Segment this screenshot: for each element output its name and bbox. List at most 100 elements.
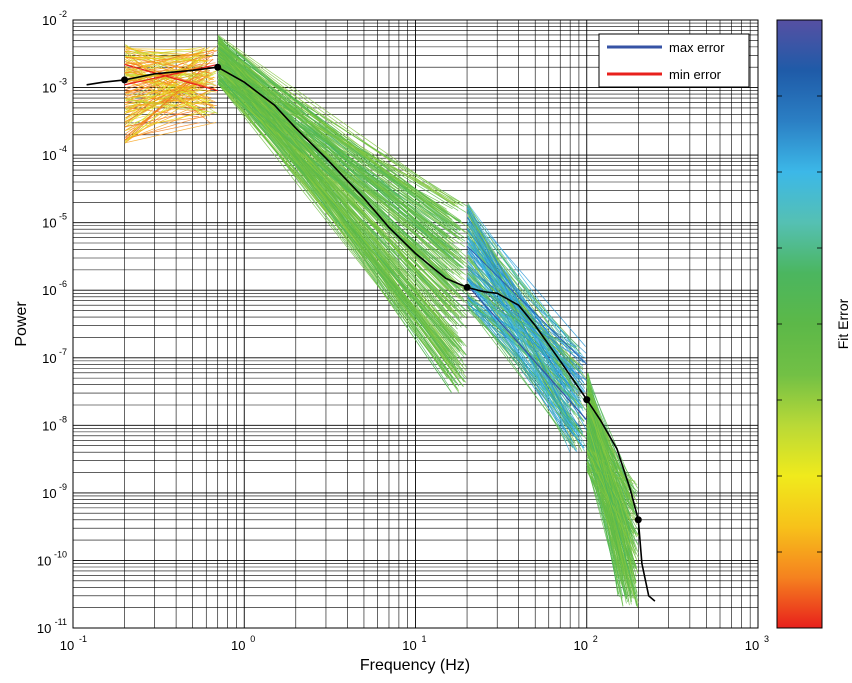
fit-line	[586, 444, 622, 578]
fit-line	[218, 64, 464, 319]
fit-line	[587, 413, 633, 533]
fit-line	[468, 204, 578, 354]
x-tick-label: 10	[574, 638, 588, 653]
fit-line	[125, 122, 217, 144]
y-tick-label: 10	[42, 283, 56, 298]
fit-line	[467, 215, 577, 370]
fit-line	[125, 86, 218, 131]
fit-line	[125, 109, 203, 141]
fit-line	[466, 224, 580, 349]
y-tick-label: 10	[42, 216, 56, 231]
y-tick-labels: -1110-1010-910-810-710-610-510-410-310-2…	[37, 9, 67, 636]
x-tick-label: 10	[402, 638, 416, 653]
fit-line	[124, 48, 217, 51]
legend-box	[598, 33, 750, 88]
min-error-fit-line	[124, 63, 218, 86]
fit-line	[587, 400, 635, 509]
fit-line	[587, 431, 627, 597]
fit-line	[125, 93, 202, 105]
y-tick-exponent: -11	[55, 617, 67, 627]
fit-line	[467, 280, 584, 363]
fit-line	[467, 213, 584, 364]
fit-line	[586, 424, 628, 539]
fit-line	[217, 36, 455, 207]
breakpoint-marker	[583, 396, 591, 404]
fit-line	[124, 50, 215, 67]
fit-line	[466, 296, 587, 381]
fit-line	[587, 420, 638, 600]
legend: max error min error	[598, 33, 750, 88]
fit-line	[218, 46, 459, 292]
fit-line	[124, 62, 216, 73]
fit-line	[586, 464, 622, 546]
fit-line	[125, 54, 207, 59]
breakpoint-marker	[634, 516, 642, 524]
fit-line	[125, 46, 202, 70]
fit-line	[586, 381, 637, 511]
fit-line	[217, 79, 449, 224]
y-tick-label: 10	[42, 418, 56, 433]
fit-line	[217, 61, 451, 293]
fit-line	[467, 296, 575, 444]
y-tick-label: 10	[42, 486, 56, 501]
y-tick-exponent: -8	[59, 414, 67, 424]
fit-line	[467, 279, 569, 404]
fit-line	[124, 101, 203, 122]
fit-line	[218, 57, 459, 208]
fit-line	[466, 207, 571, 424]
colorbar-ticks	[777, 95, 822, 553]
fit-line	[217, 47, 461, 384]
breakpoints	[121, 63, 642, 524]
x-tick-label: 10	[745, 638, 759, 653]
fit-line	[125, 51, 216, 109]
fit-line	[125, 99, 218, 114]
y-axis-label: Power	[13, 301, 30, 347]
fit-line	[218, 51, 451, 363]
fit-line	[218, 73, 466, 380]
plot-frame	[72, 19, 759, 629]
fit-line	[586, 423, 637, 537]
fit-line	[125, 122, 200, 139]
fit-line	[218, 49, 455, 335]
fit-line	[467, 210, 586, 347]
fit-line	[217, 35, 447, 239]
fit-line	[218, 47, 450, 250]
x-tick-label: 10	[231, 638, 245, 653]
max-error-fit-line	[466, 284, 588, 421]
y-tick-exponent: -6	[59, 279, 67, 289]
legend-label-max-error: max error	[669, 40, 725, 55]
fit-line	[468, 295, 585, 449]
fit-line	[587, 374, 630, 490]
fit-line	[218, 59, 448, 213]
fit-line	[218, 52, 463, 243]
fit-line	[467, 259, 575, 368]
fit-line	[124, 58, 214, 141]
fit-line	[125, 50, 201, 54]
fit-line	[125, 69, 209, 110]
x-tick-exponent: 3	[764, 634, 769, 644]
fit-line	[587, 386, 627, 579]
fit-line	[217, 65, 461, 288]
fit-line	[218, 46, 467, 257]
fit-line	[124, 58, 197, 126]
fit-line	[587, 421, 638, 608]
y-tick-label: 10	[37, 553, 51, 568]
fit-line	[124, 61, 217, 91]
fit-line	[124, 89, 207, 99]
fit-line	[125, 74, 210, 122]
fit-line	[217, 43, 452, 220]
breakpoint-marker	[214, 63, 222, 71]
y-tick-label: 10	[42, 148, 56, 163]
fit-line	[124, 46, 216, 115]
breakpoint-marker	[463, 283, 471, 291]
fit-line	[218, 83, 455, 275]
fit-line	[586, 470, 620, 515]
y-tick-exponent: -2	[59, 9, 67, 19]
fit-line	[125, 56, 212, 74]
y-tick-exponent: -5	[59, 212, 67, 222]
fit-lines	[124, 34, 639, 608]
y-tick-exponent: -9	[59, 482, 67, 492]
fit-line	[587, 407, 628, 499]
x-tick-exponent: -1	[79, 634, 87, 644]
y-tick-label: 10	[42, 351, 56, 366]
